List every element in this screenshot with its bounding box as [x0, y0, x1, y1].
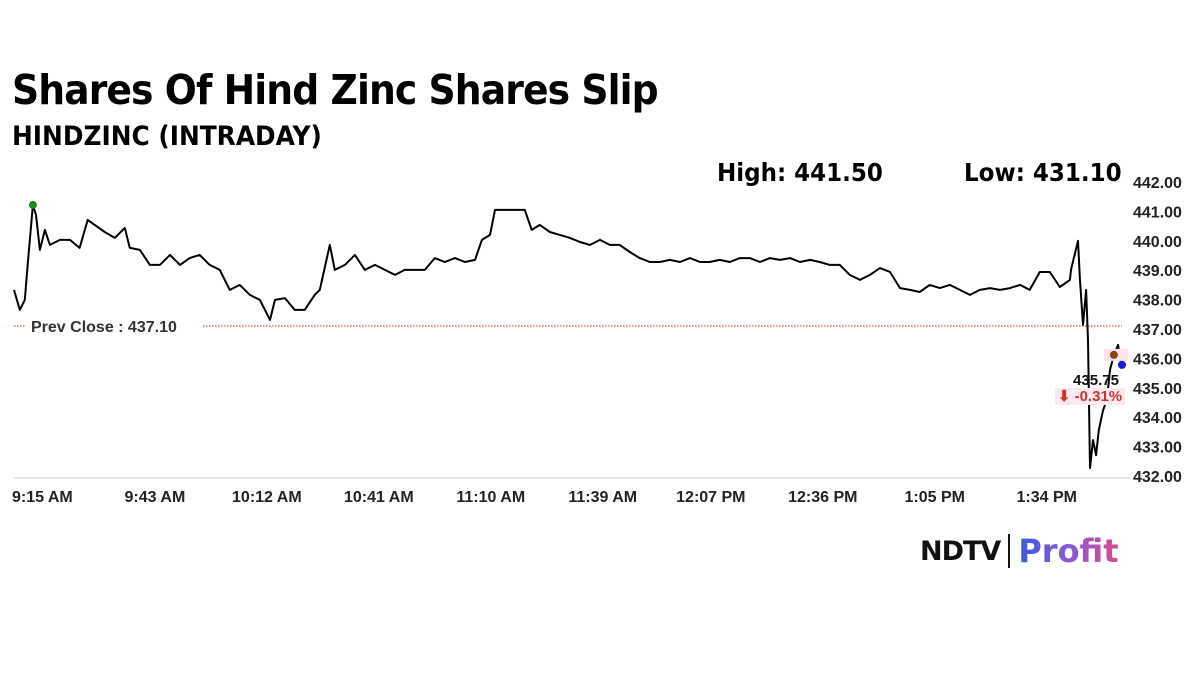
- x-tick-label: 10:41 AM: [344, 489, 414, 506]
- last-price-label: 435.75: [1073, 372, 1119, 389]
- high-marker: [28, 200, 37, 209]
- x-tick-label: 10:12 AM: [232, 489, 302, 506]
- y-tick-label: 436.00: [1133, 351, 1182, 368]
- last-price-marker: [1118, 360, 1126, 369]
- y-tick-label: 434.00: [1133, 410, 1182, 427]
- change-label: ⬇ -0.31%: [1058, 388, 1122, 405]
- y-tick-label: 442.00: [1133, 175, 1182, 192]
- y-tick-label: 441.00: [1133, 204, 1182, 221]
- y-tick-label: 432.00: [1133, 469, 1182, 486]
- ndtv-profit-logo: NDTV Profit: [920, 532, 1119, 570]
- x-tick-label: 11:39 AM: [568, 489, 637, 506]
- x-tick-label: 9:15 AM: [12, 489, 73, 506]
- x-tick-label: 9:43 AM: [125, 489, 186, 506]
- x-tick-label: 1:34 PM: [1016, 489, 1076, 506]
- logo-profit: Profit: [1018, 532, 1119, 570]
- y-tick-label: 435.00: [1133, 381, 1182, 398]
- y-tick-label: 433.00: [1133, 440, 1182, 457]
- x-tick-label: 11:10 AM: [456, 489, 525, 506]
- low-marker: [1109, 350, 1118, 359]
- y-tick-label: 437.00: [1133, 322, 1182, 339]
- prev-close-label: Prev Close : 437.10: [31, 319, 177, 336]
- price-line: [13, 203, 1123, 470]
- high-label: High: 441.50: [717, 158, 883, 187]
- logo-ndtv: NDTV: [920, 535, 1001, 567]
- x-tick-label: 12:07 PM: [676, 489, 745, 506]
- chart-subtitle: HINDZINC (INTRADAY): [12, 121, 322, 152]
- logo-divider: [1008, 534, 1011, 568]
- x-tick-label: 12:36 PM: [788, 489, 857, 506]
- y-tick-label: 439.00: [1133, 263, 1182, 280]
- prev-close-label-bg: [26, 315, 202, 336]
- chart-title: Shares Of Hind Zinc Shares Slip: [12, 66, 659, 114]
- y-tick-label: 438.00: [1133, 293, 1182, 310]
- x-tick-label: 1:05 PM: [905, 489, 965, 506]
- low-label: Low: 431.10: [964, 158, 1122, 187]
- y-tick-label: 440.00: [1133, 234, 1182, 251]
- change-badge-bg: [1055, 388, 1125, 405]
